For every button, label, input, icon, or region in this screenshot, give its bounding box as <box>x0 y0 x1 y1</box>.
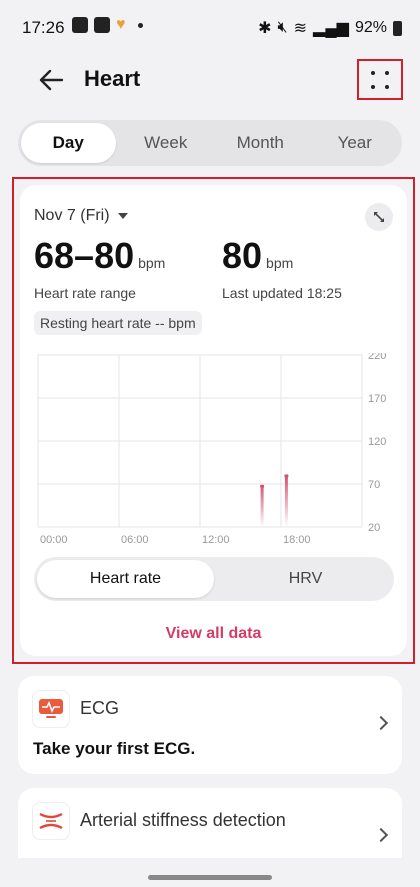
y-tick-label: 220 <box>368 353 386 362</box>
app-bar: Heart <box>0 56 420 106</box>
more-dots-icon <box>371 70 389 89</box>
y-tick-label: 120 <box>368 436 386 448</box>
more-notifications-icon <box>137 22 143 28</box>
toggle-hrv[interactable]: HRV <box>288 570 323 587</box>
expand-icon <box>374 212 384 222</box>
bluetooth-icon: ✱ <box>258 20 272 37</box>
arterial-tile <box>32 802 70 840</box>
toggle-heart-rate[interactable]: Heart rate <box>37 560 214 598</box>
date-label: Nov 7 (Fri) <box>34 207 110 224</box>
expand-button[interactable] <box>365 203 393 231</box>
x-tick-label: 00:00 <box>40 534 68 546</box>
heart-rate-chart: 220 170 120 70 20 00:00 06:00 12:00 18:00 <box>37 353 386 546</box>
heart-rate-card: Nov 7 (Fri) 68–80 bpm Heart rate range 80… <box>20 185 407 656</box>
tab-day[interactable]: Day <box>21 123 116 163</box>
range-unit: bpm <box>138 255 166 271</box>
heart-rate-range: 68–80 bpm <box>34 235 165 277</box>
metric-toggle: Heart rate HRV <box>34 557 394 601</box>
heart-rate-bar <box>284 475 288 527</box>
ecg-card[interactable]: ECG Take your first ECG. <box>18 676 402 774</box>
latest-heart-rate: 80 bpm <box>222 235 293 277</box>
x-tick-label: 18:00 <box>283 534 311 546</box>
sigma-notification-icon <box>94 17 110 33</box>
battery-percent: 92% <box>354 19 387 36</box>
range-value: 68–80 <box>34 235 135 276</box>
heart-rate-card-highlight: Nov 7 (Fri) 68–80 bpm Heart rate range 80… <box>12 177 415 664</box>
tab-week[interactable]: Week <box>144 133 188 152</box>
mute-icon: 🔇︎ <box>277 19 288 36</box>
y-tick-label: 20 <box>368 522 380 534</box>
arterial-stiffness-icon <box>39 812 63 830</box>
battery-icon <box>393 20 402 36</box>
back-arrow-icon[interactable] <box>36 64 68 96</box>
more-options-button[interactable] <box>357 59 403 100</box>
ecg-subtitle: Take your first ECG. <box>33 739 196 758</box>
chevron-right-icon <box>373 715 389 731</box>
ecg-tile <box>32 690 70 728</box>
y-tick-label: 70 <box>368 479 380 491</box>
tab-year[interactable]: Year <box>337 133 372 152</box>
ecg-monitor-icon <box>39 699 63 718</box>
health-notification-icon: ♥ <box>116 16 126 33</box>
resting-heart-rate-badge: Resting heart rate -- bpm <box>34 311 202 335</box>
y-tick-label: 170 <box>368 393 386 405</box>
heart-rate-bar <box>260 485 264 527</box>
home-indicator[interactable] <box>148 875 272 880</box>
heart-rate-bar-cap <box>260 484 265 488</box>
chevron-right-icon <box>373 827 389 843</box>
arterial-title: Arterial stiffness detection <box>80 810 286 830</box>
date-selector[interactable]: Nov 7 (Fri) <box>34 207 128 225</box>
x-tick-label: 12:00 <box>202 534 230 546</box>
arterial-stiffness-card[interactable]: Arterial stiffness detection <box>18 788 402 858</box>
page-title: Heart <box>84 66 141 91</box>
latest-unit: bpm <box>266 255 294 271</box>
latest-value: 80 <box>222 235 263 276</box>
x-tick-label: 06:00 <box>121 534 149 546</box>
wifi-icon: ≋ <box>293 20 308 37</box>
last-updated-label: Last updated 18:25 <box>222 285 342 301</box>
gallery-notification-icon <box>72 17 88 33</box>
heart-rate-bar-cap <box>284 474 289 478</box>
signal-icon: ▂▄▆ <box>313 20 349 37</box>
period-tabs: Day Week Month Year <box>18 120 402 166</box>
view-all-data-link[interactable]: View all data <box>165 625 262 642</box>
range-label: Heart rate range <box>34 285 136 301</box>
caret-down-icon <box>117 213 128 219</box>
ecg-title: ECG <box>80 698 120 718</box>
status-time: 17:26 <box>22 18 65 37</box>
status-bar: 17:26 ♥ ✱ 🔇︎ ≋ ▂▄▆ 92% <box>0 0 420 56</box>
tab-month[interactable]: Month <box>236 133 284 152</box>
